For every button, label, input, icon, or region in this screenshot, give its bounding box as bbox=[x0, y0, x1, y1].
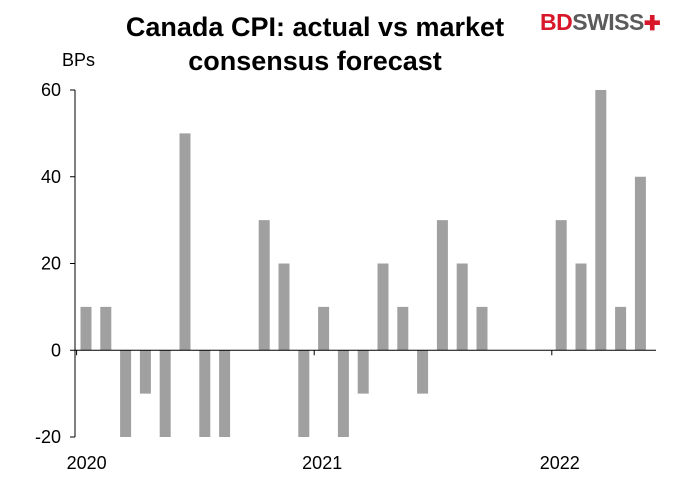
bar-jan-2021 bbox=[318, 306, 330, 351]
bar-mar-2021 bbox=[357, 350, 369, 394]
x-tick-label-2022: 2022 bbox=[540, 453, 580, 473]
x-tick-label-2020: 2020 bbox=[67, 453, 107, 473]
y-tick-label: 60 bbox=[41, 80, 61, 100]
bar-dec-2020 bbox=[298, 350, 310, 437]
bar-nov-2020 bbox=[278, 263, 290, 351]
bar-feb-2022 bbox=[575, 263, 587, 351]
bar-apr-2022 bbox=[615, 306, 627, 351]
cross-icon: ✚ bbox=[643, 13, 661, 35]
bar-oct-2020 bbox=[258, 220, 270, 351]
y-tick-label: 0 bbox=[51, 340, 61, 360]
bar-jun-2021 bbox=[417, 350, 429, 394]
bar-apr-2020 bbox=[139, 350, 151, 394]
bar-mar-2022 bbox=[595, 90, 607, 351]
bar-feb-2020 bbox=[100, 306, 112, 351]
bar-jan-2020 bbox=[80, 306, 92, 351]
bar-jul-2021 bbox=[436, 220, 448, 351]
bar-aug-2020 bbox=[219, 350, 231, 437]
bar-sep-2021 bbox=[476, 306, 488, 351]
bar-jun-2020 bbox=[179, 133, 191, 351]
bar-may-2021 bbox=[397, 306, 409, 351]
bar-may-2022 bbox=[634, 176, 646, 351]
bar-jul-2020 bbox=[199, 350, 211, 437]
y-tick-label: -20 bbox=[35, 427, 61, 447]
y-tick-label: 40 bbox=[41, 167, 61, 187]
bdswiss-logo: BDSWISS✚ bbox=[540, 9, 661, 35]
chart-title: Canada CPI: actual vs market consensus f… bbox=[125, 12, 505, 76]
bar-apr-2021 bbox=[377, 263, 389, 351]
y-tick-label: 20 bbox=[41, 254, 61, 274]
bar-feb-2021 bbox=[337, 350, 349, 437]
bar-jan-2022 bbox=[555, 220, 567, 351]
bar-mar-2020 bbox=[120, 350, 132, 437]
bar-aug-2021 bbox=[456, 263, 468, 351]
y-axis-label: BPs bbox=[62, 50, 96, 70]
x-tick-label-2021: 2021 bbox=[302, 453, 342, 473]
bar-may-2020 bbox=[159, 350, 171, 437]
